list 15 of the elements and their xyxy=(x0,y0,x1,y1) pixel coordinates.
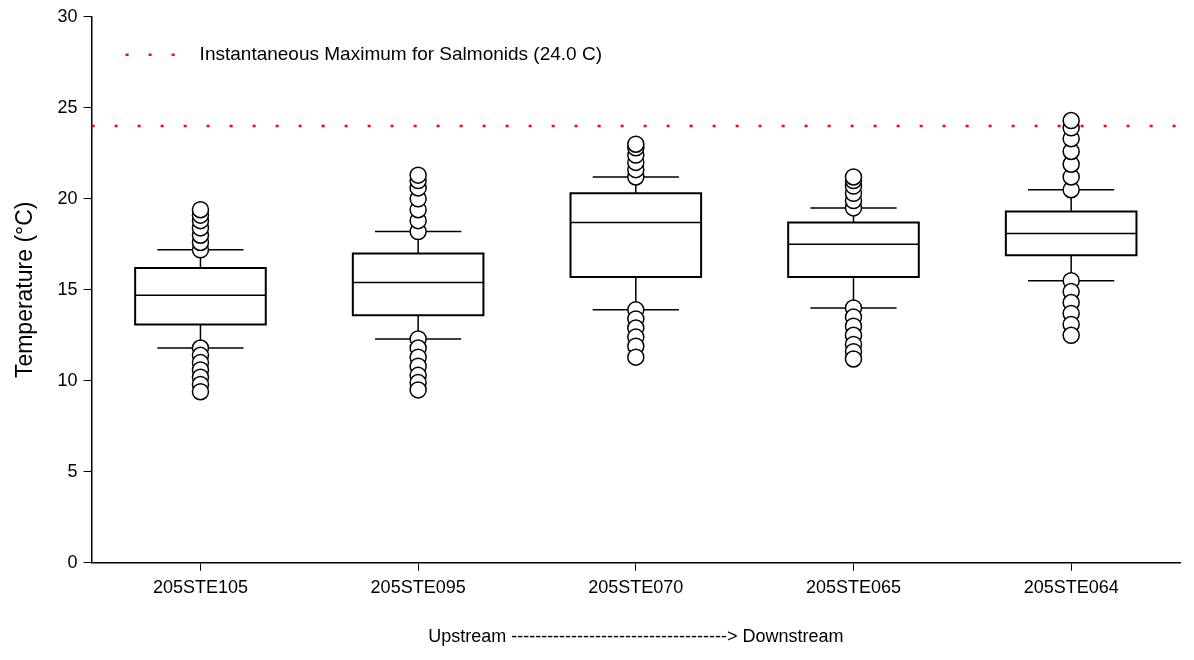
x-axis-title: Upstream ------------------------------------> Downstream xyxy=(428,626,844,647)
y-tick-label: 0 xyxy=(67,551,78,572)
y-tick-label: 10 xyxy=(57,369,78,390)
y-tick-label: 20 xyxy=(57,187,78,208)
x-tick-label: 205STE095 xyxy=(370,576,466,597)
y-tick-label: 25 xyxy=(57,96,78,117)
legend-label: Instantaneous Maximum for Salmonids (24.0 C) xyxy=(199,43,602,65)
x-tick-label: 205STE070 xyxy=(588,576,684,597)
x-tick-label: 205STE064 xyxy=(1023,576,1119,597)
x-tick-label: 205STE105 xyxy=(152,576,248,597)
x-tick-label: 205STE065 xyxy=(805,576,902,597)
y-tick-label: 30 xyxy=(57,5,78,26)
y-tick-label: 15 xyxy=(57,278,78,299)
y-axis-title: Temperature (°C) xyxy=(11,201,38,379)
y-tick-label: 5 xyxy=(67,460,78,481)
